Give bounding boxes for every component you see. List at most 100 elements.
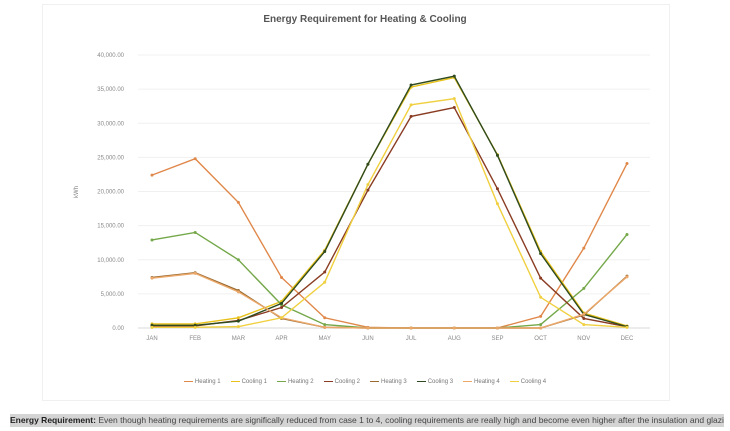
- caption-text: Even though heating requirements are sig…: [95, 415, 724, 425]
- data-point: [280, 275, 284, 279]
- legend-item: Cooling 3: [416, 379, 454, 385]
- legend-label: Cooling 4: [520, 379, 547, 385]
- legend-swatch: [323, 380, 333, 383]
- series-line-cooling-1: [152, 76, 628, 327]
- series-line-cooling-3: [152, 75, 628, 328]
- x-tick-label: JUL: [406, 336, 417, 342]
- data-point: [409, 83, 413, 87]
- data-point: [495, 326, 499, 330]
- y-tick-label: 20,000.00: [97, 190, 124, 196]
- legend-label: Heating 1: [194, 379, 221, 385]
- data-point: [236, 200, 240, 204]
- series-line-heating-1: [151, 157, 628, 329]
- legend-item: Cooling 2: [323, 379, 360, 385]
- legend-item: Heating 1: [183, 379, 221, 385]
- data-point: [366, 162, 370, 166]
- data-point: [539, 276, 543, 280]
- data-point: [323, 280, 327, 284]
- data-point: [495, 202, 499, 206]
- x-tick-label: APR: [275, 336, 288, 342]
- y-tick-label: 0.00: [112, 326, 124, 332]
- legend-label: Cooling 2: [334, 379, 360, 385]
- data-point: [366, 326, 370, 330]
- legend-swatch: [370, 380, 379, 383]
- data-point: [323, 270, 327, 274]
- data-point: [150, 238, 154, 242]
- data-point: [366, 183, 370, 187]
- chart-frame: [42, 4, 670, 401]
- x-tick-label: JAN: [146, 336, 157, 342]
- data-point: [193, 271, 197, 275]
- data-point: [495, 187, 499, 191]
- legend-swatch: [183, 380, 193, 383]
- data-point: [452, 97, 456, 101]
- data-point: [582, 323, 586, 327]
- data-point: [236, 316, 240, 320]
- data-point: [280, 316, 284, 320]
- data-point: [539, 314, 543, 318]
- data-point: [366, 188, 370, 192]
- x-tick-label: MAR: [232, 336, 246, 342]
- y-tick-label: 40,000.00: [97, 53, 124, 59]
- data-point: [150, 325, 154, 329]
- data-point: [625, 162, 629, 166]
- data-point: [280, 306, 284, 310]
- data-point: [625, 325, 629, 329]
- legend-label: Heating 4: [474, 379, 500, 385]
- legend-label: Cooling 3: [427, 379, 454, 385]
- y-tick-label: 10,000.00: [97, 258, 124, 264]
- x-tick-label: OCT: [534, 336, 547, 342]
- legend-label: Heating 2: [287, 379, 314, 385]
- data-point: [236, 319, 240, 323]
- data-point: [193, 230, 197, 234]
- data-point: [582, 246, 586, 250]
- data-point: [539, 252, 543, 256]
- legend-swatch: [509, 380, 519, 383]
- legend-label: Heating 3: [381, 379, 407, 385]
- y-tick-label: 15,000.00: [97, 224, 124, 230]
- data-point: [625, 232, 629, 236]
- caption-label: Energy Requirement:: [10, 415, 96, 425]
- y-tick-label: 35,000.00: [97, 87, 124, 93]
- data-point: [452, 326, 456, 330]
- series-line-cooling-4: [152, 97, 628, 329]
- data-point: [452, 74, 456, 78]
- legend-swatch: [416, 380, 426, 383]
- data-point: [236, 290, 240, 294]
- data-point: [582, 316, 586, 320]
- legend: Heating 1 Cooling 1 Heating 2 Cooling 2 Heat…: [0, 379, 730, 385]
- x-tick-label: AUG: [448, 336, 461, 342]
- data-point: [150, 173, 154, 177]
- data-point: [582, 312, 586, 316]
- legend-swatch: [230, 380, 240, 383]
- data-point: [582, 286, 586, 290]
- legend-label: Cooling 1: [241, 379, 267, 385]
- data-point: [539, 323, 543, 327]
- data-point: [323, 316, 327, 320]
- data-point: [409, 114, 413, 118]
- y-tick-label: 30,000.00: [97, 121, 124, 127]
- x-tick-label: FEB: [189, 336, 201, 342]
- data-point: [495, 153, 499, 157]
- data-point: [539, 326, 543, 330]
- y-tick-label: 25,000.00: [97, 155, 124, 161]
- data-point: [193, 157, 197, 161]
- data-point: [539, 295, 543, 299]
- y-tick-label: 5,000.00: [101, 292, 125, 298]
- legend-item: Heating 4: [463, 379, 500, 385]
- series-line-heating-4: [151, 272, 628, 329]
- data-point: [323, 323, 327, 327]
- x-tick-label: SEP: [491, 336, 503, 342]
- data-point: [409, 326, 413, 330]
- data-point: [236, 258, 240, 262]
- data-point: [193, 325, 197, 329]
- y-axis-label: kWh: [74, 186, 80, 198]
- legend-item: Cooling 1: [230, 379, 267, 385]
- data-point: [280, 301, 284, 305]
- legend-swatch: [276, 380, 286, 383]
- data-point: [625, 275, 629, 279]
- data-point: [236, 325, 240, 329]
- data-point: [323, 250, 327, 254]
- x-tick-label: DEC: [621, 336, 634, 342]
